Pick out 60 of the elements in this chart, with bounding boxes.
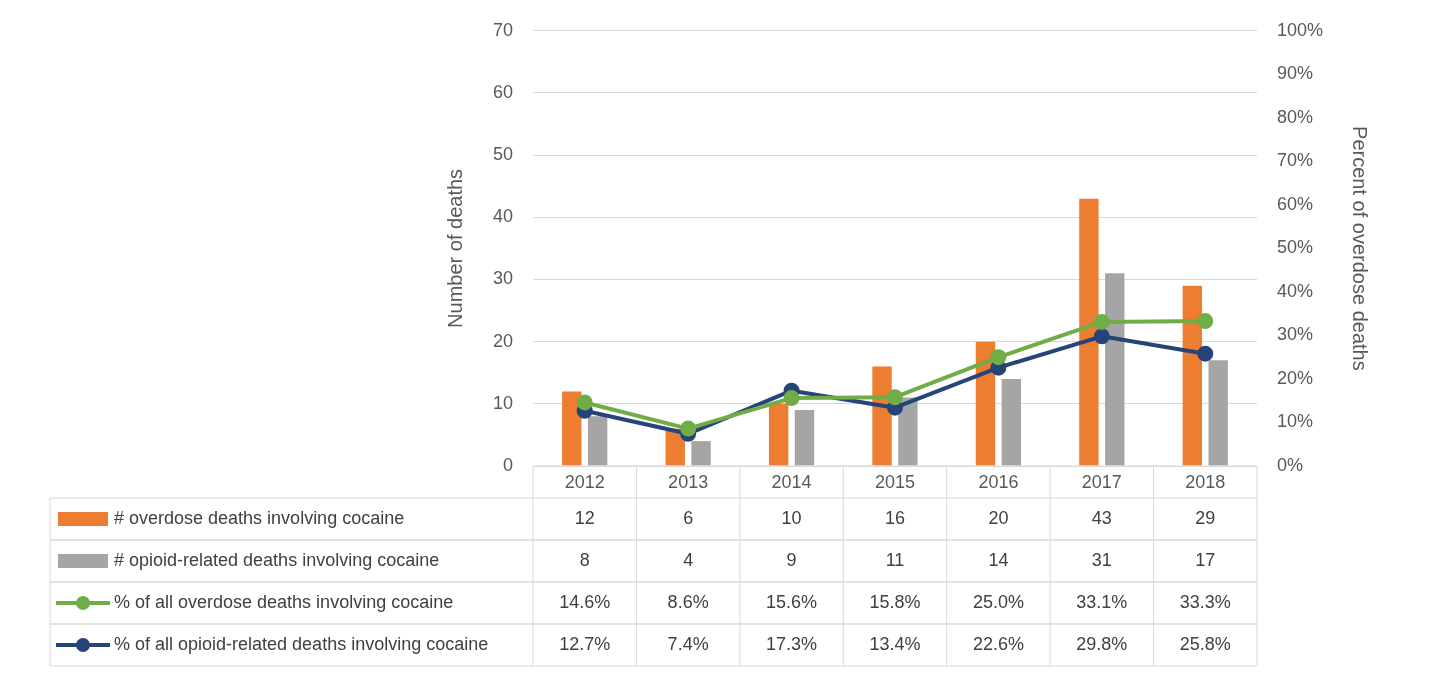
legend-label: % of all overdose deaths involving cocaine <box>114 591 454 612</box>
data-label: 25.0% <box>972 591 1024 612</box>
y-tick-label: 10 <box>492 392 513 413</box>
data-label: 6 <box>683 507 694 528</box>
data-label: 22.6% <box>972 633 1024 654</box>
y2-tick-label: 30% <box>1276 324 1313 345</box>
legend-label: % of all opioid-related deaths involving cocaine <box>114 633 489 654</box>
data-label: 12 <box>574 507 595 528</box>
y-axis-title: Number of deaths <box>443 168 466 328</box>
y2-tick-label: 70% <box>1276 150 1313 171</box>
x-tick-label: 2018 <box>1185 471 1226 492</box>
data-label: 31 <box>1091 549 1112 570</box>
y2-tick-label: 20% <box>1276 367 1313 388</box>
data-label: 20 <box>988 507 1009 528</box>
y-tick-label: 0 <box>502 454 513 475</box>
data-label: 33.3% <box>1179 591 1231 612</box>
data-label: 10 <box>781 507 802 528</box>
data-label: 11 <box>885 549 905 570</box>
data-label: 7.4% <box>667 633 709 654</box>
y2-tick-label: 60% <box>1276 193 1313 214</box>
y-tick-label: 50 <box>492 144 513 165</box>
data-label: 29 <box>1195 507 1216 528</box>
x-tick-label: 2012 <box>564 471 605 492</box>
data-label: 17.3% <box>766 633 818 654</box>
y2-tick-label: 50% <box>1276 237 1313 258</box>
y-tick-label: 60 <box>492 81 513 102</box>
data-label: 14.6% <box>559 591 611 612</box>
data-label: 29.8% <box>1076 633 1128 654</box>
y2-axis-title: Percent of overdose deaths <box>1349 126 1372 371</box>
y-tick-label: 30 <box>492 268 513 289</box>
y-tick-label: 70 <box>492 19 513 40</box>
data-label: 12.7% <box>559 633 611 654</box>
data-label: 8 <box>579 549 590 570</box>
x-tick-label: 2015 <box>874 471 915 492</box>
data-label: 9 <box>786 549 797 570</box>
legend-label: # opioid-related deaths involving cocaine <box>114 549 440 570</box>
y2-tick-label: 40% <box>1276 280 1313 301</box>
x-tick-label: 2016 <box>978 471 1019 492</box>
data-label: 8.6% <box>667 591 709 612</box>
data-label: 16 <box>884 507 905 528</box>
data-label: 13.4% <box>869 633 921 654</box>
y2-tick-label: 0% <box>1276 454 1303 475</box>
y-tick-label: 20 <box>492 330 513 351</box>
data-label: 4 <box>683 549 694 570</box>
y2-tick-label: 80% <box>1276 106 1313 127</box>
y2-tick-label: 90% <box>1276 63 1313 84</box>
y2-tick-label: 100% <box>1276 19 1324 40</box>
data-label: 17 <box>1195 549 1216 570</box>
data-label: 15.8% <box>869 591 921 612</box>
x-tick-label: 2013 <box>668 471 709 492</box>
data-label: 33.1% <box>1076 591 1128 612</box>
data-label: 25.8% <box>1179 633 1231 654</box>
data-label: 15.6% <box>766 591 818 612</box>
y-tick-label: 40 <box>492 206 513 227</box>
x-tick-label: 2017 <box>1081 471 1122 492</box>
data-label: 14 <box>988 549 1009 570</box>
data-label: 43 <box>1091 507 1112 528</box>
x-tick-label: 2014 <box>771 471 812 492</box>
legend-label: # overdose deaths involving cocaine <box>114 507 405 528</box>
y2-tick-label: 10% <box>1276 411 1313 432</box>
